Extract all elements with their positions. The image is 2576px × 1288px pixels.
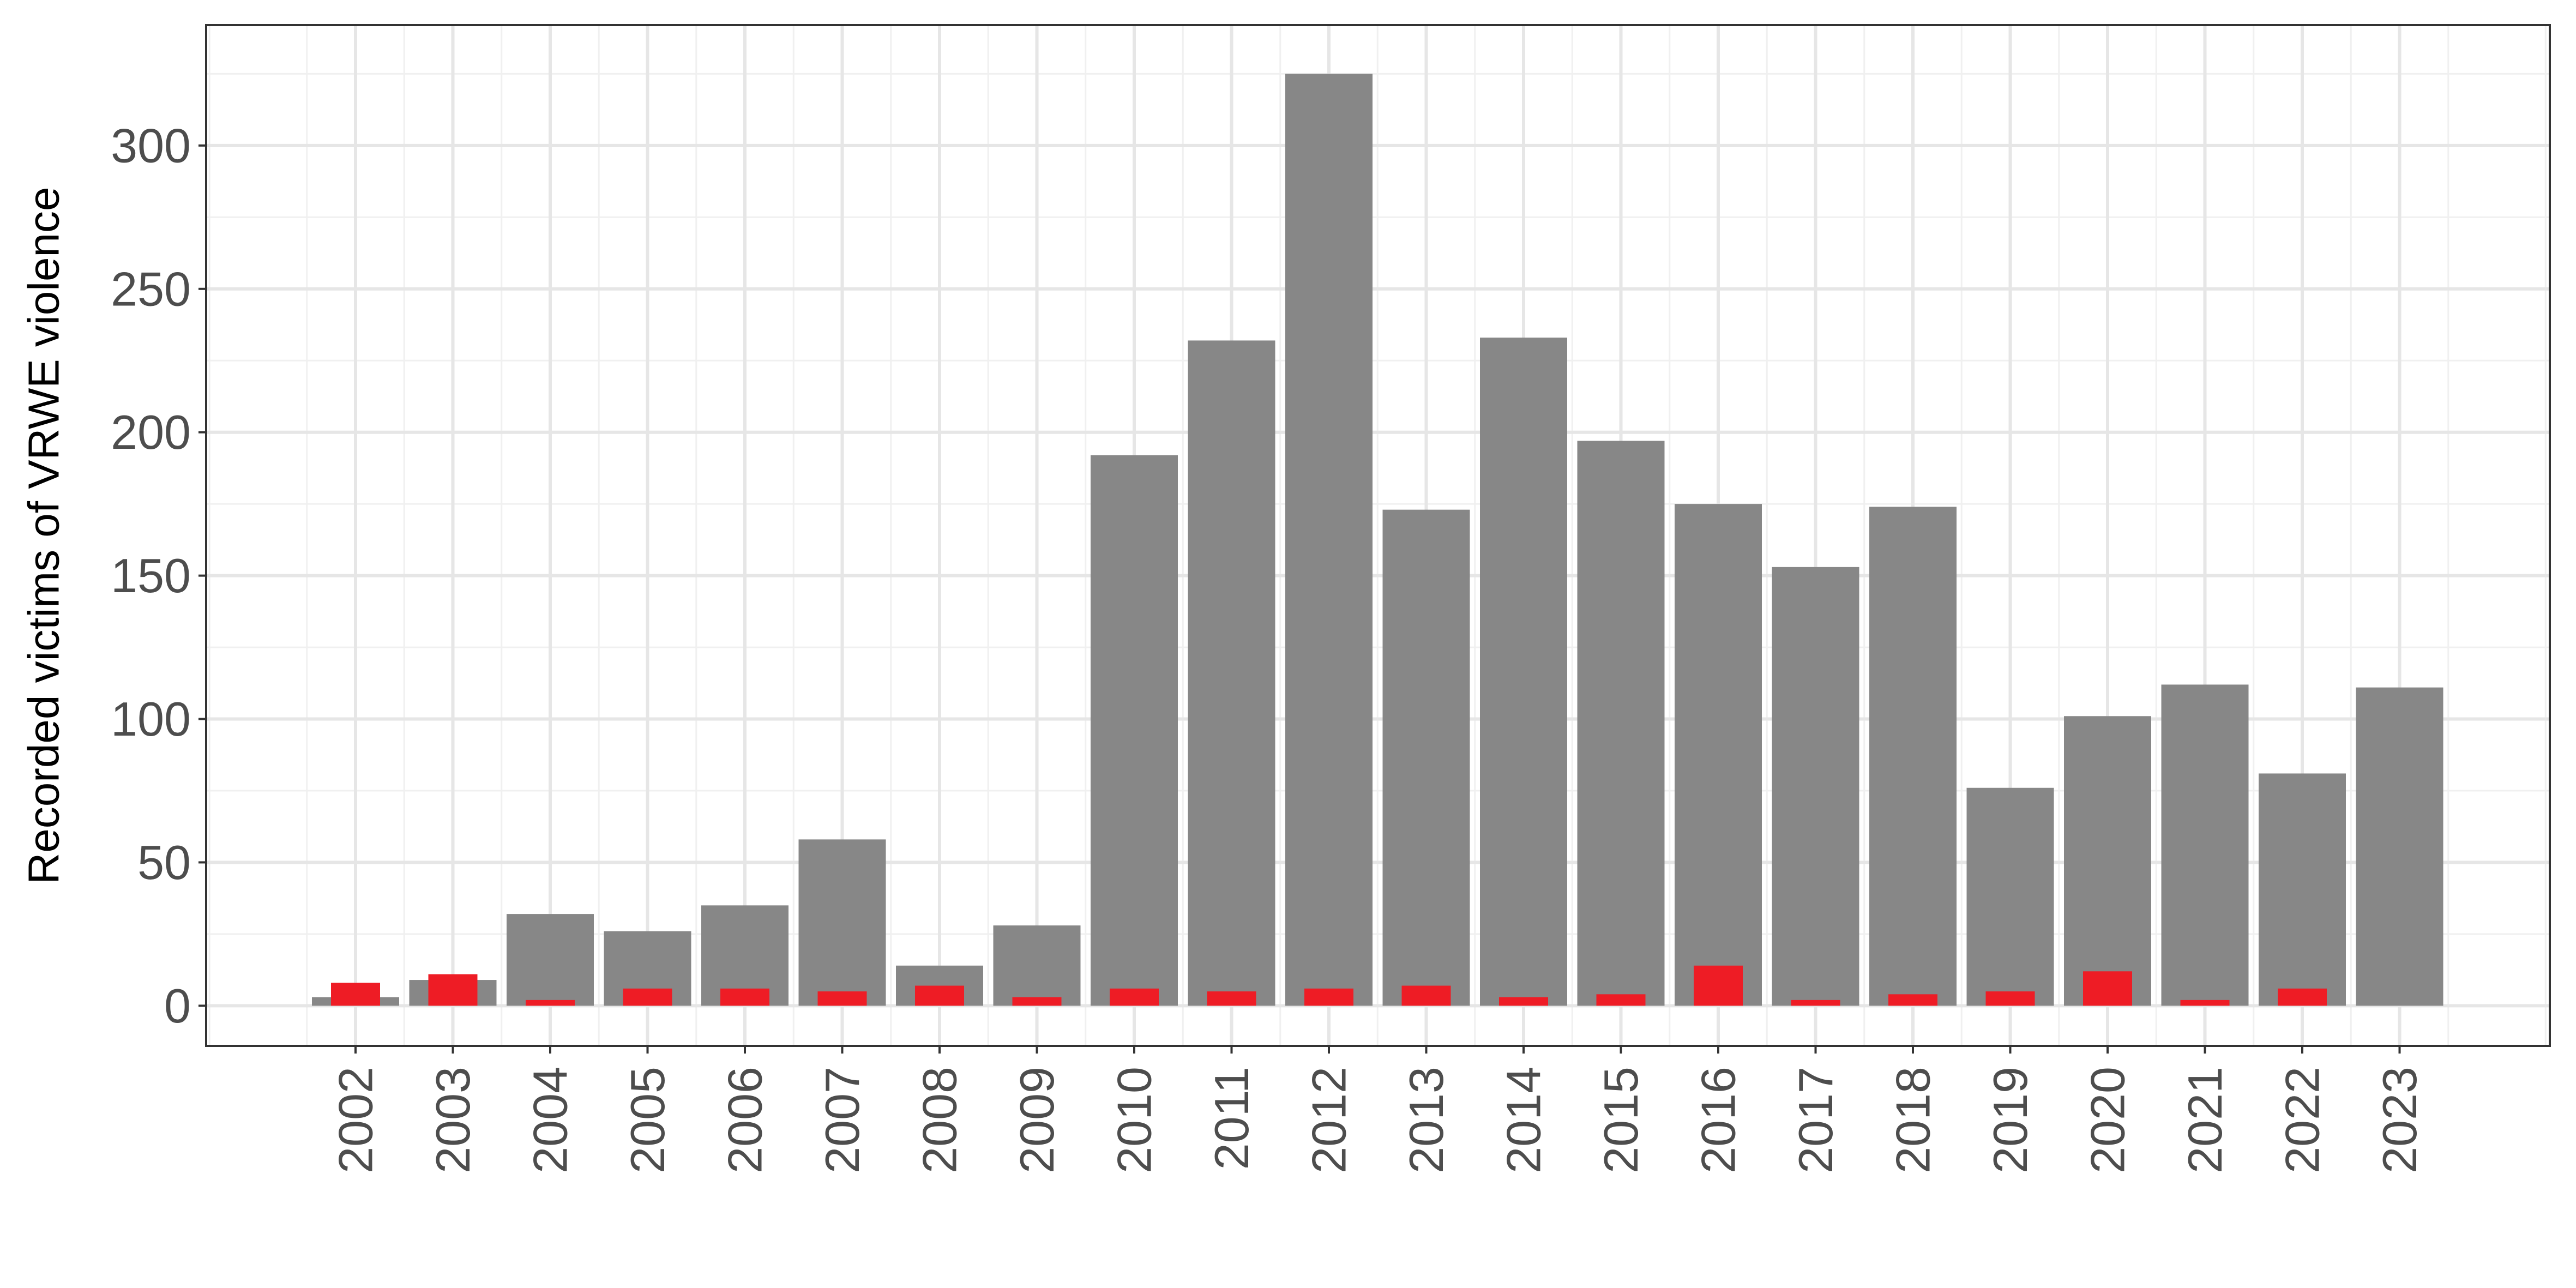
- x-tick-label: 2006: [718, 1067, 772, 1173]
- bar-total: [1675, 504, 1762, 1006]
- bar-total: [1480, 338, 1567, 1006]
- x-tick-label: 2021: [2178, 1067, 2232, 1173]
- bar-total: [993, 925, 1081, 1006]
- x-tick-label: 2010: [1108, 1067, 1161, 1173]
- bar-total: [2161, 684, 2249, 1006]
- x-tick-label: 2004: [523, 1067, 577, 1173]
- bar-subset: [428, 974, 478, 1006]
- bar-total: [2356, 687, 2443, 1006]
- bar-subset: [1985, 991, 2035, 1006]
- bar-total: [507, 914, 594, 1006]
- bar-subset: [817, 991, 867, 1006]
- bar-total: [1577, 441, 1665, 1006]
- x-tick-label: 2019: [1983, 1067, 2037, 1173]
- bar-subset: [1401, 985, 1451, 1006]
- bar-subset: [1791, 1000, 1840, 1006]
- bar-total: [2064, 716, 2151, 1006]
- y-axis-title: Recorded victims of VRWE violence: [20, 187, 68, 884]
- x-tick-label: 2003: [426, 1067, 480, 1173]
- bar-total: [2259, 773, 2346, 1006]
- y-tick-label: 300: [111, 118, 191, 172]
- bar-subset: [1694, 965, 1743, 1006]
- x-tick-label: 2018: [1886, 1067, 1940, 1173]
- x-tick-label: 2023: [2373, 1067, 2427, 1173]
- x-tick-label: 2015: [1594, 1067, 1648, 1173]
- y-tick-label: 100: [111, 692, 191, 746]
- x-tick-label: 2012: [1302, 1067, 1356, 1173]
- y-tick-label: 50: [137, 835, 191, 889]
- bar-subset: [2278, 988, 2327, 1006]
- x-tick-label: 2022: [2276, 1067, 2330, 1173]
- bar-subset: [331, 983, 380, 1006]
- bar-subset: [720, 988, 769, 1006]
- bar-subset: [915, 985, 964, 1006]
- x-tick-label: 2007: [815, 1067, 869, 1173]
- bar-total: [1382, 509, 1470, 1006]
- bar-subset: [1499, 997, 1548, 1006]
- bars: [312, 74, 2443, 1006]
- x-tick-label: 2002: [329, 1067, 383, 1173]
- panel-border: [205, 24, 2551, 1047]
- bar-total: [1285, 74, 1373, 1006]
- x-tick-label: 2014: [1497, 1067, 1551, 1173]
- x-tick-label: 2013: [1399, 1067, 1453, 1173]
- bar-subset: [1888, 994, 1937, 1006]
- bar-subset: [1304, 988, 1353, 1006]
- bar-total: [1188, 340, 1275, 1006]
- x-tick-label: 2009: [1010, 1067, 1064, 1173]
- x-tick-label: 2005: [621, 1067, 675, 1173]
- bar-subset: [623, 988, 672, 1006]
- bar-subset: [1596, 994, 1646, 1006]
- bar-total: [798, 839, 886, 1006]
- bar-total: [1091, 455, 1178, 1006]
- bar-total: [1869, 507, 1957, 1006]
- y-tick-label: 200: [111, 405, 191, 459]
- bar-total: [1966, 787, 2054, 1006]
- bar-subset: [2180, 1000, 2230, 1006]
- bar-subset: [1110, 988, 1159, 1006]
- y-tick-label: 250: [111, 262, 191, 316]
- plot-panel: [205, 24, 2551, 1047]
- x-tick-label: 2011: [1205, 1067, 1259, 1170]
- bar-subset: [526, 1000, 575, 1006]
- x-tick-label: 2017: [1789, 1067, 1843, 1173]
- x-tick-label: 2016: [1692, 1067, 1746, 1173]
- bar-subset: [2083, 971, 2132, 1006]
- y-tick-label: 150: [111, 549, 191, 603]
- x-tick-label: 2008: [913, 1067, 967, 1173]
- bar-subset: [1207, 991, 1256, 1006]
- bar-subset: [1012, 997, 1062, 1006]
- x-axis: 2002 2003 2004 2005 2006 2007 2008 2009 2010 2011…: [329, 1046, 2427, 1173]
- y-tick-label: 0: [164, 979, 191, 1033]
- bar-total: [1772, 567, 1859, 1006]
- y-axis: 0 50 100 150 200 250 300: [111, 118, 206, 1033]
- x-tick-label: 2020: [2081, 1067, 2135, 1173]
